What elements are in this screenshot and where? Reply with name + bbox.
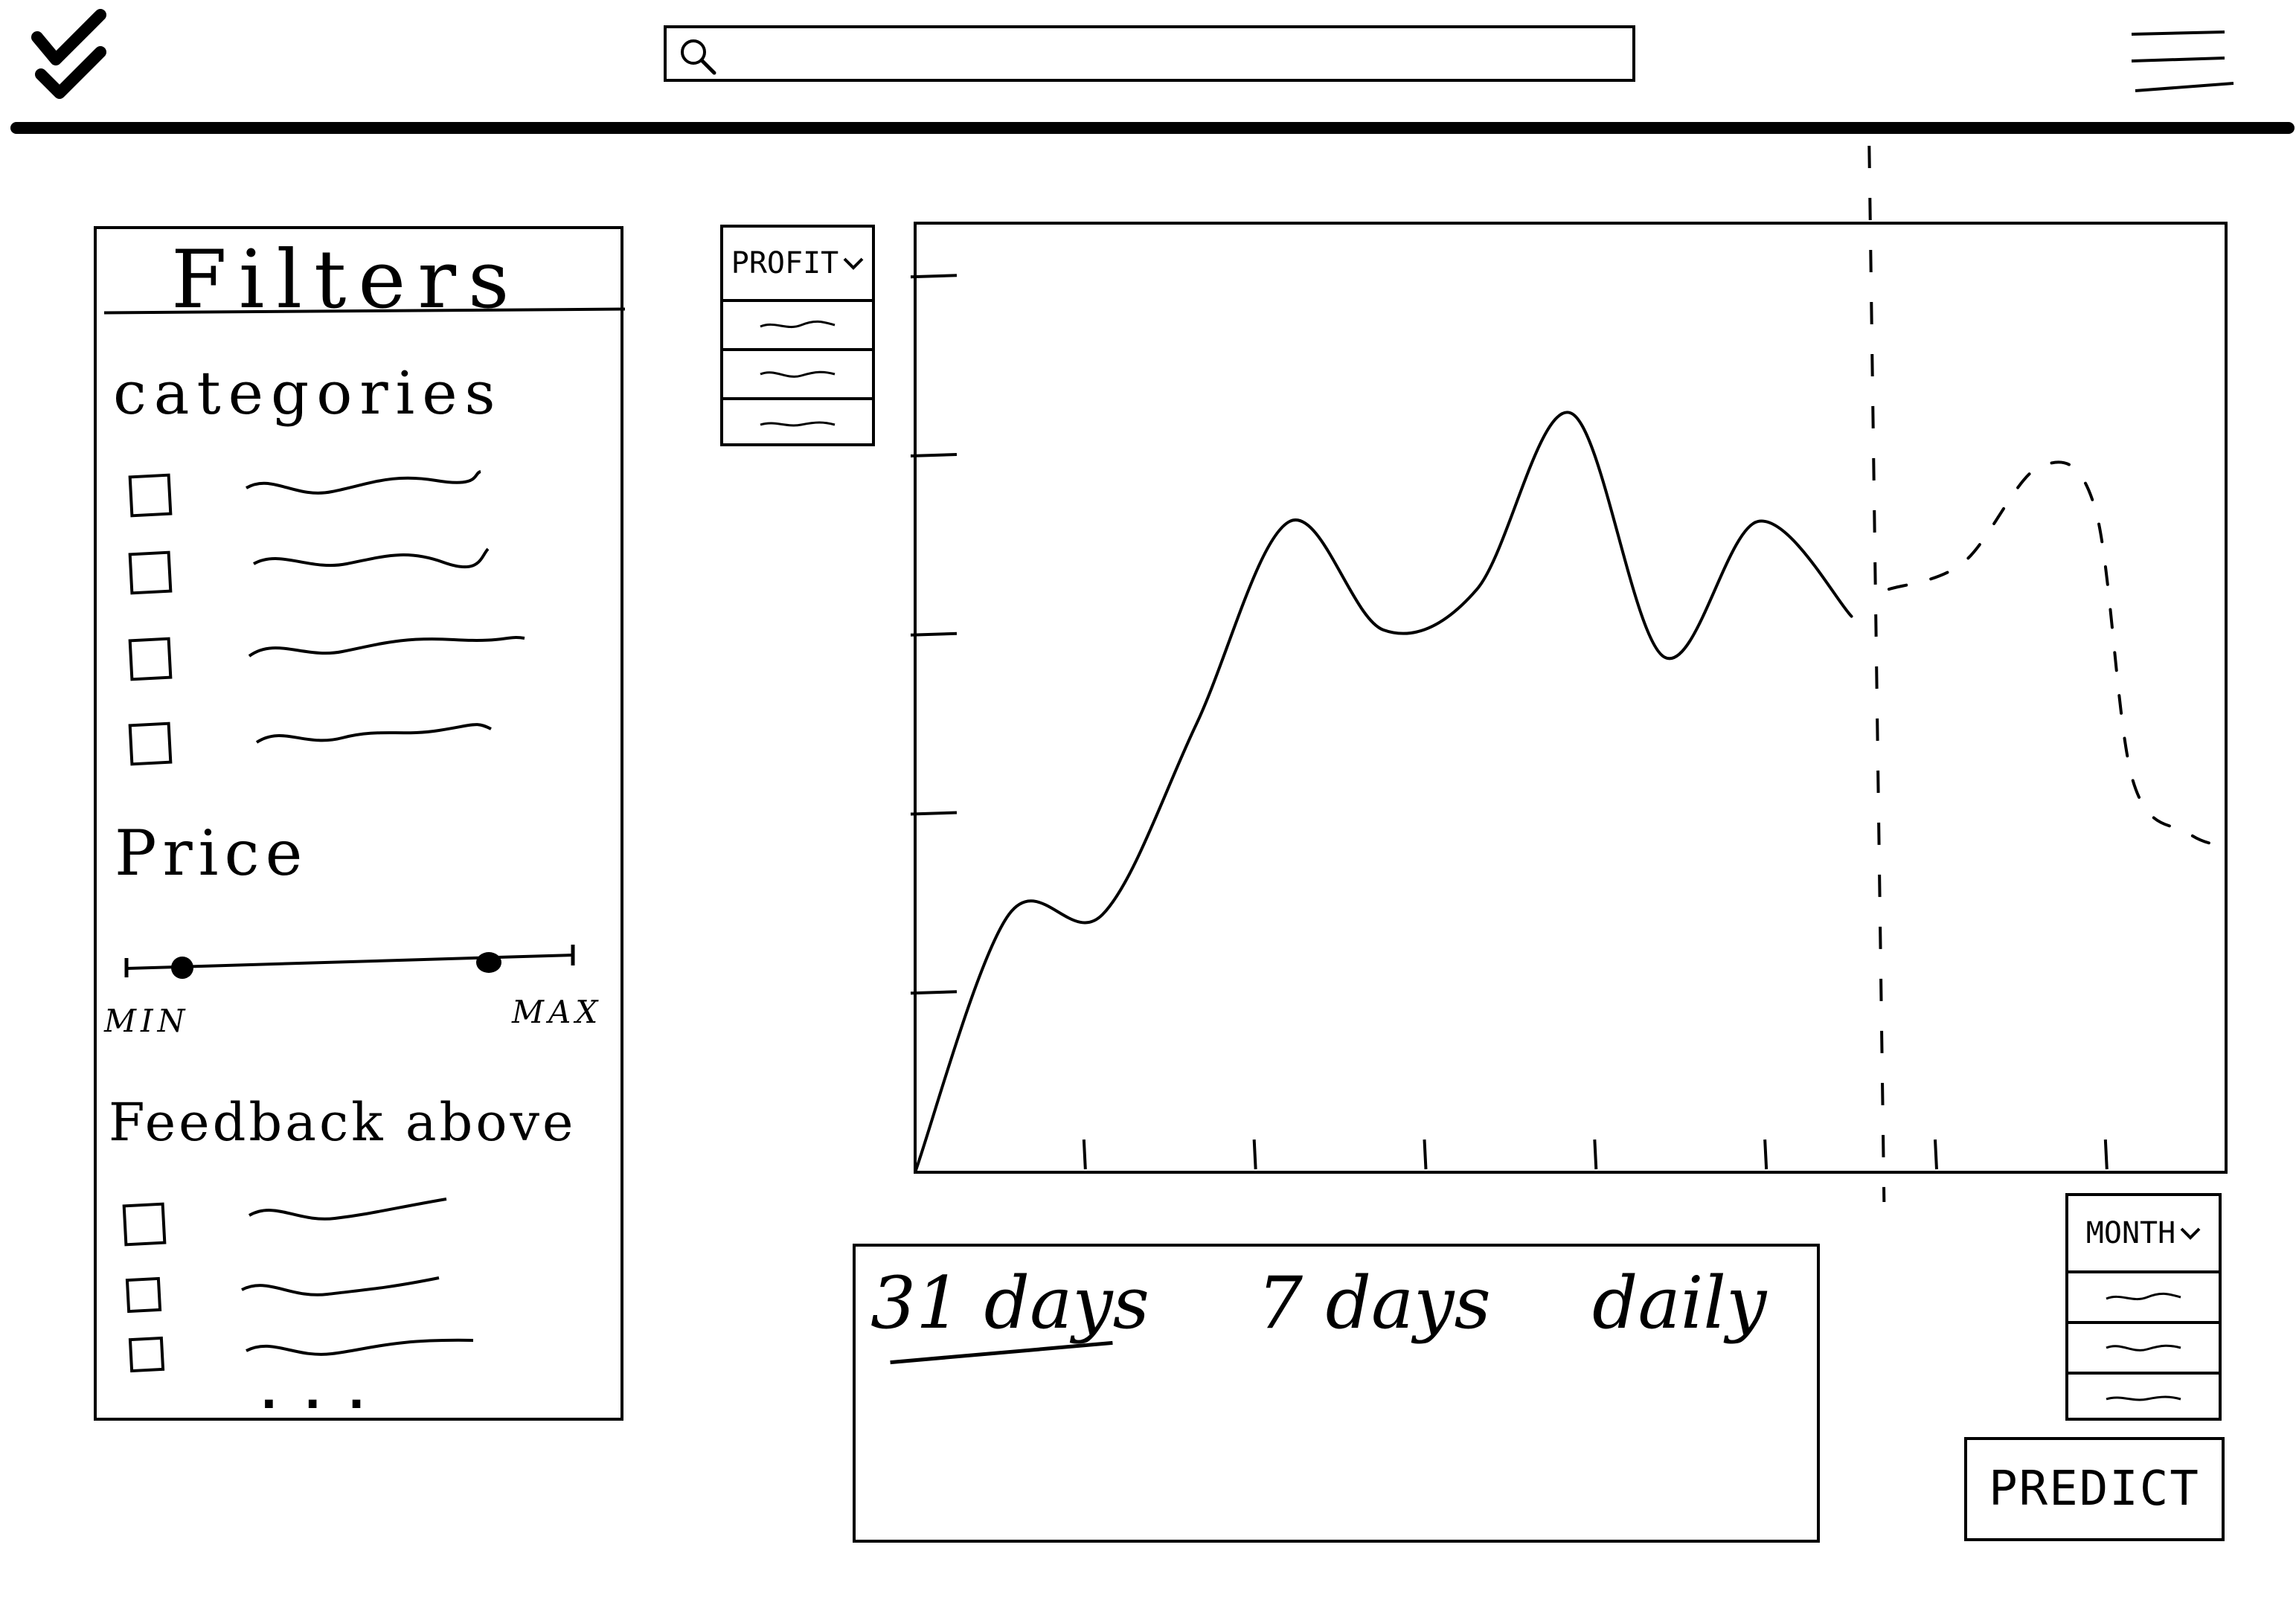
chevron-down-icon xyxy=(843,257,864,270)
actual-series-line xyxy=(914,411,1853,1174)
menu-button[interactable] xyxy=(2128,28,2239,95)
feedback-checkbox-2[interactable] xyxy=(125,1276,162,1314)
category-checkbox-2[interactable] xyxy=(128,550,173,595)
x-axis-tick xyxy=(1763,1139,1769,1170)
y-axis-tick xyxy=(910,990,958,995)
period-option-3-label xyxy=(2106,1395,2181,1401)
period-dropdown-selected[interactable]: MONTH xyxy=(2068,1196,2219,1270)
categories-heading: categories xyxy=(113,359,503,428)
y-axis-tick xyxy=(910,631,958,637)
period-option-1[interactable] xyxy=(2068,1270,2219,1321)
chevron-down-icon xyxy=(2180,1227,2201,1240)
feedback-heading: Feedback above xyxy=(109,1092,577,1153)
price-min-handle[interactable] xyxy=(171,957,193,979)
feedback-label-1 xyxy=(248,1198,447,1221)
search-input[interactable] xyxy=(726,33,1622,76)
price-max-label: MAX xyxy=(512,994,603,1030)
feedback-more-indicator[interactable]: ... xyxy=(260,1367,392,1419)
category-label-4 xyxy=(255,723,492,744)
metric-dropdown[interactable]: PROFIT xyxy=(720,225,875,446)
price-min-label: MIN xyxy=(104,1003,190,1039)
predict-button-label: PREDICT xyxy=(1989,1462,2200,1517)
feedback-label-2 xyxy=(241,1276,440,1296)
tab-7-days[interactable]: 7 days xyxy=(1257,1262,1491,1345)
period-option-1-label xyxy=(2106,1292,2181,1301)
hamburger-menu-icon xyxy=(2131,30,2234,92)
category-label-2 xyxy=(253,547,490,568)
tab-daily[interactable]: daily xyxy=(1592,1262,1767,1345)
metric-option-2[interactable] xyxy=(723,348,872,397)
period-dropdown-value: MONTH xyxy=(2085,1216,2176,1250)
feedback-label-3 xyxy=(246,1338,474,1356)
x-axis-tick xyxy=(2103,1139,2109,1170)
chart-area xyxy=(910,145,2296,1217)
metric-dropdown-selected[interactable]: PROFIT xyxy=(723,228,872,299)
y-axis-tick xyxy=(910,811,958,816)
x-axis-tick xyxy=(1423,1139,1428,1170)
period-dropdown[interactable]: MONTH xyxy=(2065,1193,2222,1421)
price-heading: Price xyxy=(115,817,309,890)
category-checkbox-3[interactable] xyxy=(128,637,173,681)
search-bar[interactable] xyxy=(664,25,1635,82)
price-max-handle[interactable] xyxy=(476,952,501,973)
x-axis-tick xyxy=(1593,1139,1598,1170)
metric-option-2-label xyxy=(760,370,836,378)
metric-option-1[interactable] xyxy=(723,299,872,348)
category-checkbox-1[interactable] xyxy=(128,473,173,518)
category-label-3 xyxy=(248,636,525,658)
x-axis-tick xyxy=(1252,1139,1257,1170)
header-divider xyxy=(10,122,2295,134)
search-icon xyxy=(681,39,716,75)
x-axis-tick xyxy=(1933,1139,1938,1170)
chart-frame xyxy=(914,222,2228,1174)
tab-31-days[interactable]: 31 days xyxy=(870,1262,1149,1345)
x-axis-tick xyxy=(1082,1139,1087,1170)
metric-option-1-label xyxy=(760,320,836,329)
metric-option-3[interactable] xyxy=(723,397,872,446)
category-checkbox-4[interactable] xyxy=(128,721,173,766)
feedback-checkbox-3[interactable] xyxy=(128,1336,165,1373)
forecast-divider-line xyxy=(1867,145,1886,1203)
category-label-1 xyxy=(246,470,481,495)
metric-dropdown-value: PROFIT xyxy=(731,246,839,280)
period-option-3[interactable] xyxy=(2068,1372,2219,1421)
predict-button[interactable]: PREDICT xyxy=(1964,1437,2225,1541)
feedback-checkbox-1[interactable] xyxy=(122,1202,167,1247)
metric-option-3-label xyxy=(760,421,836,427)
forecast-series-line xyxy=(1887,460,2228,849)
profit-line-chart xyxy=(910,145,2228,1203)
checkmark-logo-icon xyxy=(31,9,106,99)
app-logo[interactable] xyxy=(30,7,112,104)
y-axis-tick xyxy=(910,274,958,279)
filters-panel: Filters categories Price MIN MAX Feedbac… xyxy=(94,226,626,1421)
period-option-2-label xyxy=(2106,1344,2181,1352)
period-option-2[interactable] xyxy=(2068,1321,2219,1372)
range-tabs-panel: 31 days 7 days daily xyxy=(853,1244,1820,1543)
y-axis-tick xyxy=(910,452,958,457)
